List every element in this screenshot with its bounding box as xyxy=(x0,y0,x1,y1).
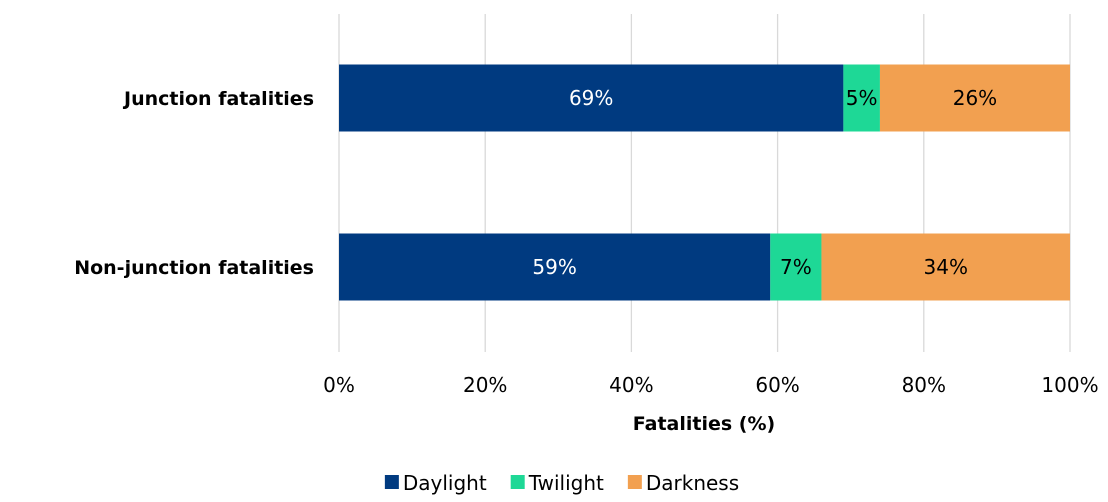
legend-item-twilight: Twilight xyxy=(510,471,604,495)
category-label-non-junction-fatalities: Non-junction fatalities xyxy=(74,257,314,279)
category-label-junction-fatalities: Junction fatalities xyxy=(122,88,314,110)
legend-item-darkness: Darkness xyxy=(627,471,739,495)
data-label-non-junction-fatalities-daylight: 59% xyxy=(532,255,576,279)
x-tick-label-80: 80% xyxy=(902,373,946,397)
legend-label-darkness: Darkness xyxy=(646,471,739,495)
data-label-non-junction-fatalities-darkness: 34% xyxy=(924,255,968,279)
bar-non-junction-fatalities-daylight xyxy=(339,233,771,301)
legend-item-daylight: Daylight xyxy=(384,471,487,495)
data-label-junction-fatalities-daylight: 69% xyxy=(569,86,613,110)
bar-non-junction-fatalities-twilight xyxy=(770,233,822,301)
legend-swatch-darkness xyxy=(627,475,642,489)
legend: Daylight Twilight Darkness xyxy=(384,471,739,495)
bar-junction-fatalities-daylight xyxy=(339,64,844,132)
legend-label-daylight: Daylight xyxy=(403,471,487,495)
x-tick-label-100: 100% xyxy=(1041,373,1098,397)
data-label-junction-fatalities-twilight: 5% xyxy=(846,86,878,110)
legend-swatch-twilight xyxy=(510,475,525,489)
category-labels: Junction fatalities Non-junction fataliti… xyxy=(74,88,314,279)
bar-junction-fatalities-darkness xyxy=(879,64,1070,132)
x-tick-labels: 0% 20% 40% 60% 80% 100% xyxy=(323,373,1098,397)
x-tick-label-20: 20% xyxy=(463,373,507,397)
x-tick-label-40: 40% xyxy=(609,373,653,397)
bar-junction-fatalities-twilight xyxy=(843,64,880,132)
data-labels: 69% 5% 26% 59% 7% 34% xyxy=(532,86,997,279)
data-label-junction-fatalities-darkness: 26% xyxy=(953,86,997,110)
legend-label-twilight: Twilight xyxy=(528,471,604,495)
x-tick-label-60: 60% xyxy=(755,373,799,397)
data-label-non-junction-fatalities-twilight: 7% xyxy=(780,255,812,279)
bars xyxy=(339,64,1070,301)
legend-swatch-daylight xyxy=(384,475,399,489)
x-axis-title: Fatalities (%) xyxy=(633,413,775,435)
bar-non-junction-fatalities-darkness xyxy=(821,233,1070,301)
x-tick-label-0: 0% xyxy=(323,373,355,397)
